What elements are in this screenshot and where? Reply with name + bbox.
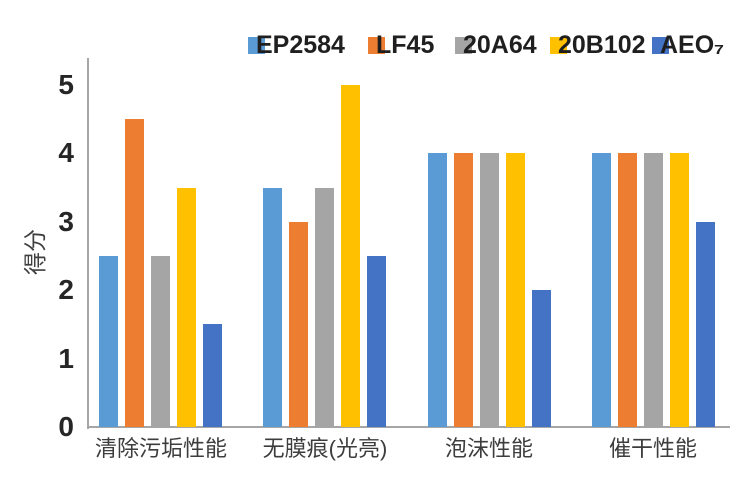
legend-item-AEO₇: AEO₇ bbox=[652, 32, 724, 58]
bar-AEO₇-泡沫性能 bbox=[532, 290, 551, 427]
bar-LF45-催干性能 bbox=[618, 153, 637, 427]
y-tick-label: 1 bbox=[58, 342, 74, 374]
bar-AEO₇-无膜痕(光亮) bbox=[367, 256, 386, 427]
bar-EP2584-催干性能 bbox=[592, 153, 611, 427]
legend-label: EP2584 bbox=[256, 31, 345, 59]
legend-item-20A64: 20A64 bbox=[455, 32, 537, 58]
bar-20A64-催干性能 bbox=[644, 153, 663, 427]
bar-20A64-清除污垢性能 bbox=[151, 256, 170, 427]
legend-item-EP2584: EP2584 bbox=[248, 32, 345, 58]
y-tick-label: 5 bbox=[58, 69, 74, 100]
legend-item-LF45: LF45 bbox=[368, 32, 434, 58]
bar-20B102-催干性能 bbox=[670, 153, 689, 427]
bar-20B102-无膜痕(光亮) bbox=[341, 85, 360, 427]
y-tick-label: 2 bbox=[58, 274, 74, 306]
legend-item-20B102: 20B102 bbox=[550, 32, 646, 58]
y-tick-label: 0 bbox=[58, 411, 74, 442]
y-axis-line bbox=[87, 58, 89, 429]
bar-EP2584-无膜痕(光亮) bbox=[263, 188, 282, 427]
x-category-label: 催干性能 bbox=[608, 436, 697, 461]
x-category-label: 清除污垢性能 bbox=[94, 436, 227, 461]
bar-20A64-泡沫性能 bbox=[480, 153, 499, 427]
bar-AEO₇-催干性能 bbox=[696, 222, 715, 427]
x-category-label: 泡沫性能 bbox=[444, 436, 533, 461]
bar-20B102-泡沫性能 bbox=[506, 153, 525, 427]
legend-label: 20B102 bbox=[558, 31, 646, 59]
bar-LF45-无膜痕(光亮) bbox=[289, 222, 308, 427]
legend-label: 20A64 bbox=[463, 31, 537, 59]
legend-swatch-icon bbox=[368, 36, 385, 54]
legend-label: AEO₇ bbox=[660, 31, 725, 59]
bar-20A64-无膜痕(光亮) bbox=[315, 188, 334, 427]
y-tick-label: 3 bbox=[58, 205, 74, 237]
legend-swatch-icon bbox=[455, 36, 472, 54]
bar-LF45-清除污垢性能 bbox=[125, 119, 144, 427]
bar-EP2584-泡沫性能 bbox=[428, 153, 447, 427]
legend-label: LF45 bbox=[376, 31, 435, 59]
x-category-label: 无膜痕(光亮) bbox=[262, 436, 388, 461]
legend-swatch-icon bbox=[248, 36, 265, 54]
bar-EP2584-清除污垢性能 bbox=[99, 256, 118, 427]
x-axis-line bbox=[88, 426, 730, 428]
y-tick-label: 4 bbox=[58, 137, 74, 169]
legend-swatch-icon bbox=[652, 36, 669, 54]
bar-AEO₇-清除污垢性能 bbox=[203, 324, 222, 427]
legend-swatch-icon bbox=[550, 36, 567, 54]
bar-20B102-清除污垢性能 bbox=[177, 188, 196, 427]
bar-LF45-泡沫性能 bbox=[454, 153, 473, 427]
